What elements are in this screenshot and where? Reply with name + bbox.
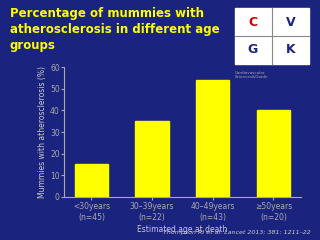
X-axis label: Estimated age at death: Estimated age at death (137, 225, 228, 234)
Text: Cardiovascular
Sciences&Guide: Cardiovascular Sciences&Guide (235, 71, 268, 79)
FancyBboxPatch shape (235, 8, 309, 64)
Bar (135, 121, 169, 197)
Text: C: C (248, 16, 257, 29)
Text: Percentage of mummies with
atherosclerosis in different age
groups: Percentage of mummies with atheroscleros… (10, 7, 219, 52)
Bar (75, 164, 108, 197)
Bar (257, 110, 290, 197)
Text: V: V (286, 16, 296, 29)
Text: K: K (286, 43, 296, 56)
Text: Thompson RI et al. Lancet 2013; 381: 1211–22: Thompson RI et al. Lancet 2013; 381: 121… (163, 230, 310, 235)
Bar (196, 80, 229, 197)
Y-axis label: Mummies with atherosclerosis (%): Mummies with atherosclerosis (%) (38, 66, 47, 198)
Text: G: G (248, 43, 258, 56)
